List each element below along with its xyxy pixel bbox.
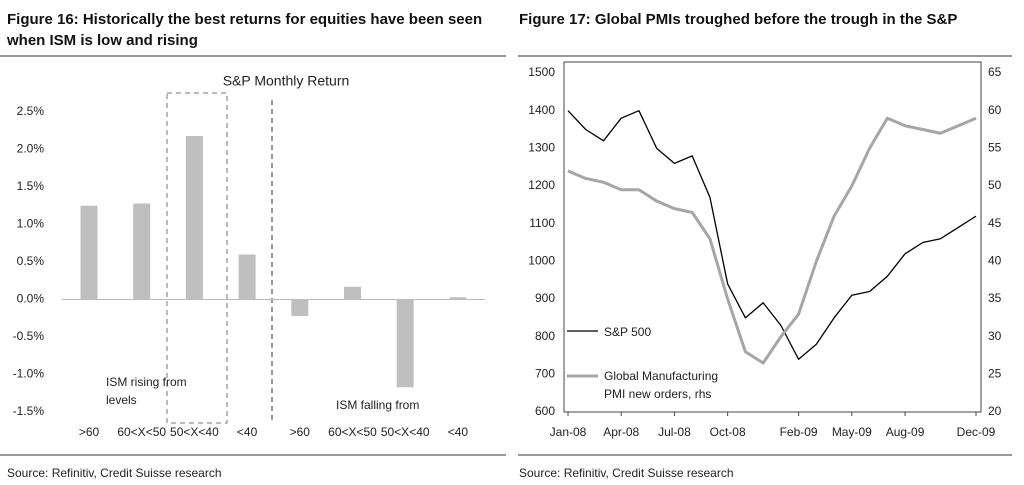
- y-tick-label: 1200: [528, 178, 555, 192]
- y-tick-label: 1.5%: [17, 179, 45, 193]
- x-tick-label: >60: [290, 425, 311, 439]
- figure-title: Figure 16: Historically the best returns…: [7, 11, 483, 49]
- y2-tick-label: 25: [988, 367, 1002, 381]
- x-tick-label: 50<X<40: [170, 425, 219, 439]
- x-tick-label: Jan-08: [550, 425, 587, 439]
- y-tick-label: 1500: [528, 65, 555, 79]
- x-tick-label: Oct-08: [710, 425, 746, 439]
- y2-tick-label: 60: [988, 103, 1002, 117]
- bar: [238, 254, 256, 300]
- y2-tick-label: 35: [988, 291, 1002, 305]
- y2-tick-label: 50: [988, 178, 1002, 192]
- bar: [449, 297, 467, 300]
- y2-tick-label: 55: [988, 141, 1002, 155]
- annotation: ISM rising from levels: [106, 375, 187, 407]
- y-tick-label: 1400: [528, 103, 555, 117]
- figure-title: Figure 17: Global PMIs troughed before t…: [519, 11, 958, 28]
- source: Source: Refinitiv, Credit Suisse researc…: [7, 466, 222, 480]
- x-tick-label: 60<X<50: [328, 425, 377, 439]
- x-tick-label: <40: [448, 425, 469, 439]
- y-tick-label: 1000: [528, 254, 555, 268]
- bar: [80, 205, 98, 300]
- y-tick-label: 1.0%: [17, 217, 45, 231]
- y-tick-label: 2.5%: [17, 104, 45, 118]
- x-tick-label: Aug-09: [886, 425, 925, 439]
- x-tick-label: Apr-08: [603, 425, 639, 439]
- plot-frame: [563, 61, 982, 413]
- y-tick-label: 1300: [528, 141, 555, 155]
- y-tick-label: 800: [535, 329, 555, 343]
- series-line: [567, 110, 977, 360]
- x-tick-label: Dec-09: [957, 425, 996, 439]
- chart-subtitle: S&P Monthly Return: [223, 73, 350, 89]
- y-tick-label: 600: [535, 404, 555, 418]
- y-tick-label: -1.0%: [13, 367, 45, 381]
- y-tick-label: 2.0%: [17, 142, 45, 156]
- bar: [133, 203, 151, 300]
- y2-tick-label: 30: [988, 329, 1002, 343]
- source: Source: Refinitiv, Credit Suisse researc…: [519, 466, 734, 480]
- y2-tick-label: 20: [988, 404, 1002, 418]
- y-tick-label: 0.5%: [17, 254, 45, 268]
- x-tick-label: 60<X<50: [117, 425, 166, 439]
- y2-tick-label: 40: [988, 254, 1002, 268]
- y-tick-label: 0.0%: [17, 292, 45, 306]
- highlight-box: [166, 92, 228, 424]
- x-tick-label: <40: [237, 425, 258, 439]
- bar: [344, 286, 361, 300]
- y-tick-label: 1100: [529, 216, 555, 230]
- x-tick-label: 50<X<40: [381, 425, 430, 439]
- x-tick-label: May-09: [832, 425, 872, 439]
- y2-tick-label: 65: [988, 65, 1002, 79]
- y-tick-label: -1.5%: [13, 404, 45, 418]
- x-tick-label: Jul-08: [658, 425, 691, 439]
- x-tick-label: >60: [79, 425, 100, 439]
- legend-label: Global Manufacturing PMI new orders, rhs: [604, 369, 719, 401]
- x-tick-label: Feb-09: [780, 425, 818, 439]
- bar: [185, 136, 203, 300]
- y-tick-label: -0.5%: [13, 329, 45, 343]
- bar: [396, 299, 414, 388]
- legend-label: S&P 500: [604, 325, 652, 339]
- y-tick-label: 700: [535, 367, 555, 381]
- y2-tick-label: 45: [988, 216, 1002, 230]
- y-tick-label: 900: [535, 291, 555, 305]
- annotation: ISM falling from: [336, 398, 420, 412]
- bar: [291, 299, 309, 316]
- series-line: [567, 116, 977, 365]
